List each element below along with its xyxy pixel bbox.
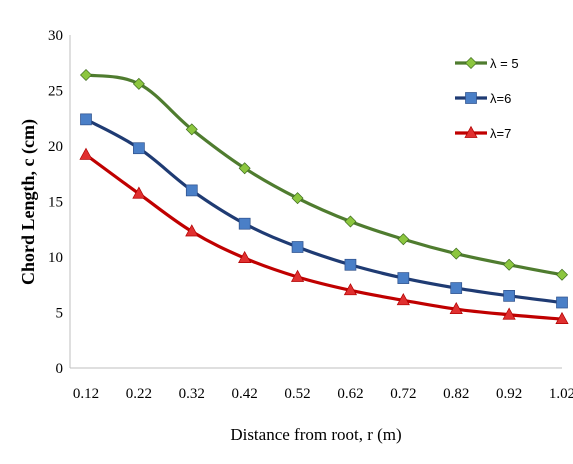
x-tick-labels: 0.12 0.22 0.32 0.42 0.52 0.62 0.72 0.82 0.92 1.02: [73, 386, 573, 402]
data-point: [450, 247, 463, 260]
y-axis-title: Chord Length, c (cm): [18, 119, 39, 285]
data-point: [133, 142, 145, 155]
x-tick-label: 0.82: [443, 386, 469, 402]
series-1: [80, 68, 568, 281]
data-point: [556, 268, 568, 281]
data-point: [79, 147, 93, 160]
data-point: [80, 113, 92, 126]
legend-label: λ=6: [490, 91, 511, 106]
data-point: [503, 290, 515, 302]
y-tick-label: 5: [56, 306, 64, 322]
legend: λ = 5 λ=6 λ=7: [455, 56, 519, 141]
series-2: [80, 113, 568, 309]
data-point: [291, 241, 304, 253]
data-point: [450, 282, 463, 294]
data-point: [290, 269, 305, 282]
data-point: [80, 68, 92, 81]
data-point: [238, 250, 252, 263]
data-point: [396, 293, 410, 306]
series-line: [85, 153, 563, 321]
data-point: [343, 283, 358, 296]
legend-label: λ = 5: [490, 56, 519, 71]
data-point: [185, 224, 199, 237]
y-tick-labels: 0 5 10 15 20 25 30: [48, 28, 63, 377]
data-point: [556, 296, 568, 309]
y-tick-label: 0: [56, 361, 64, 377]
data-point: [238, 217, 251, 230]
data-point: [344, 258, 357, 271]
data-point: [397, 233, 410, 246]
data-point: [185, 184, 198, 197]
data-point: [185, 123, 198, 136]
x-tick-label: 0.72: [390, 386, 416, 402]
x-tick-label: 0.92: [496, 386, 522, 402]
series-group: [79, 68, 569, 325]
x-tick-label: 0.62: [337, 386, 363, 402]
x-tick-label: 0.22: [126, 386, 152, 402]
data-point: [291, 192, 304, 205]
data-point: [397, 272, 410, 284]
data-point: [449, 301, 463, 315]
legend-swatch-marker: [465, 57, 477, 69]
data-point: [132, 77, 145, 90]
data-point: [132, 186, 146, 199]
y-tick-label: 30: [48, 28, 63, 44]
y-tick-label: 15: [48, 195, 63, 211]
legend-label: λ=7: [490, 126, 511, 141]
series-3: [79, 147, 569, 325]
legend-swatch-marker: [464, 125, 478, 138]
data-point: [503, 258, 516, 271]
axes: [69, 35, 562, 369]
y-tick-label: 10: [48, 250, 63, 266]
x-tick-label: 0.32: [179, 386, 205, 402]
data-point: [555, 311, 569, 325]
x-tick-label: 1.02: [549, 386, 573, 402]
x-tick-label: 0.52: [284, 386, 310, 402]
y-tick-label: 20: [48, 139, 63, 155]
series-line: [85, 73, 563, 277]
data-point: [238, 162, 251, 175]
x-axis-title: Distance from root, r (m): [230, 425, 401, 444]
legend-swatch-marker: [465, 92, 477, 104]
x-tick-label: 0.42: [232, 386, 258, 402]
data-point: [344, 215, 357, 228]
y-tick-label: 25: [48, 84, 63, 100]
series-line: [85, 117, 563, 305]
x-tick-label: 0.12: [73, 386, 99, 402]
data-point: [502, 307, 516, 320]
